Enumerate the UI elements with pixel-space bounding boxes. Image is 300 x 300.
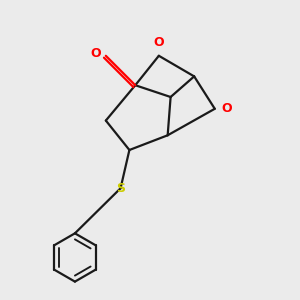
Text: S: S xyxy=(116,182,125,195)
Text: O: O xyxy=(154,36,164,49)
Text: O: O xyxy=(221,102,232,115)
Text: O: O xyxy=(91,47,101,60)
